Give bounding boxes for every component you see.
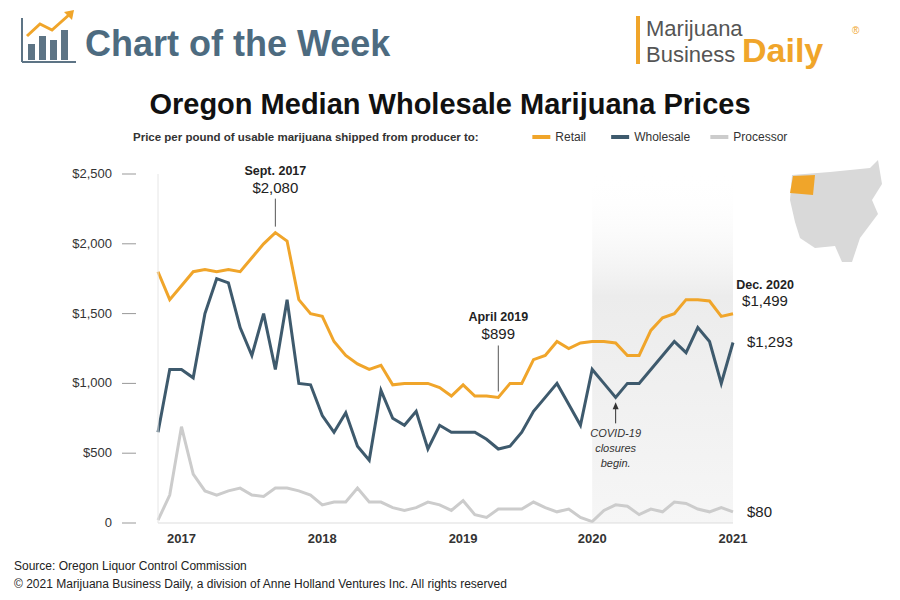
svg-text:Price per pound of usable mari: Price per pound of usable marijuana ship… <box>133 131 479 143</box>
svg-text:© 2021 Marijuana Business Dail: © 2021 Marijuana Business Daily, a divis… <box>14 577 507 591</box>
svg-text:$899: $899 <box>482 325 515 342</box>
svg-text:2019: 2019 <box>449 531 478 546</box>
svg-text:Sept. 2017: Sept. 2017 <box>244 164 306 178</box>
svg-text:®: ® <box>852 25 860 36</box>
svg-text:Dec. 2020: Dec. 2020 <box>736 278 794 292</box>
svg-text:COVID-19: COVID-19 <box>590 427 641 439</box>
svg-text:Oregon Median Wholesale Mariju: Oregon Median Wholesale Marijuana Prices <box>149 88 750 120</box>
svg-text:2020: 2020 <box>578 531 607 546</box>
svg-text:Wholesale: Wholesale <box>634 130 690 144</box>
svg-text:Source: Oregon Liquor Control: Source: Oregon Liquor Control Commission <box>14 559 247 573</box>
svg-text:Chart of the Week: Chart of the Week <box>85 23 391 64</box>
svg-text:$500: $500 <box>83 445 112 460</box>
svg-text:begin.: begin. <box>601 457 631 469</box>
svg-text:2017: 2017 <box>167 531 196 546</box>
svg-text:$2,000: $2,000 <box>72 236 112 251</box>
svg-text:closures: closures <box>595 442 636 454</box>
svg-text:Marijuana: Marijuana <box>646 16 743 41</box>
svg-text:Daily: Daily <box>742 31 823 69</box>
svg-text:April 2019: April 2019 <box>468 310 528 324</box>
svg-text:Business: Business <box>646 42 735 67</box>
svg-text:$1,293: $1,293 <box>747 333 793 350</box>
svg-text:$1,000: $1,000 <box>72 375 112 390</box>
svg-text:$2,500: $2,500 <box>72 166 112 181</box>
svg-text:$1,500: $1,500 <box>72 306 112 321</box>
svg-text:Processor: Processor <box>733 130 787 144</box>
svg-text:2018: 2018 <box>308 531 337 546</box>
svg-text:$2,080: $2,080 <box>252 179 298 196</box>
svg-text:2021: 2021 <box>719 531 748 546</box>
svg-text:$1,499: $1,499 <box>742 292 788 309</box>
svg-text:Retail: Retail <box>555 130 586 144</box>
svg-text:$80: $80 <box>747 503 772 520</box>
svg-text:0: 0 <box>105 515 112 530</box>
